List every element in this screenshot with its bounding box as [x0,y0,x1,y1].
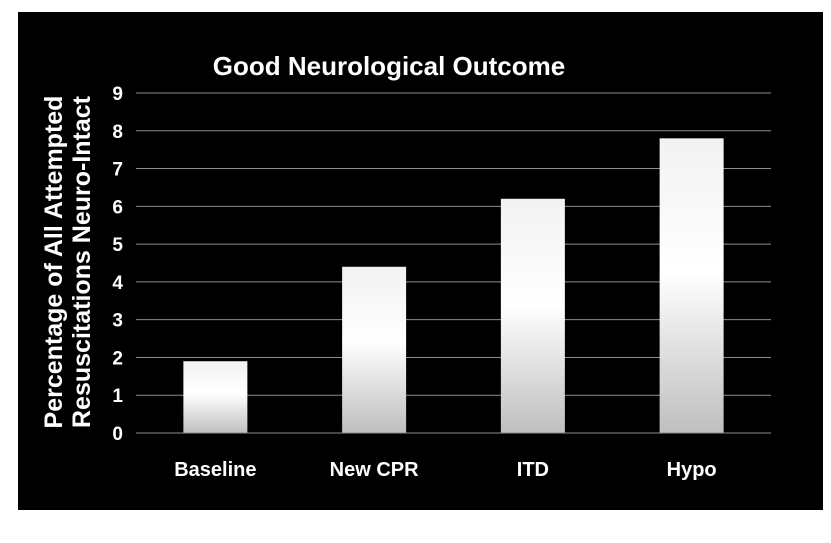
y-tick-label: 2 [112,348,123,369]
x-tick-label: New CPR [330,459,419,481]
y-tick-label: 7 [112,160,123,181]
y-tick-label: 6 [112,197,123,218]
x-tick-label: Baseline [174,459,256,481]
y-tick-label: 1 [112,386,123,407]
chart-title: Good Neurological Outcome [213,51,565,81]
bar-new-cpr [342,266,407,433]
y-tick-label: 0 [112,424,123,445]
y-tick-label: 9 [112,84,123,105]
y-tick-label: 5 [112,235,123,256]
bar-itd [500,198,565,433]
x-tick-label: Hypo [667,459,717,481]
y-tick-label: 3 [112,311,123,332]
x-axis-ticks: Baseline New CPR ITD Hypo [174,459,716,481]
y-axis-label-line-2: Resuscitations Neuro-Intact [68,95,96,428]
y-tick-label: 4 [112,273,123,294]
y-tick-label: 8 [112,122,123,143]
x-tick-label: ITD [517,459,549,481]
bar-baseline [183,361,248,433]
bar-hypo [659,138,724,434]
y-axis-label: Percentage of All Attempted Resuscitatio… [40,95,96,428]
y-axis-label-line-1: Percentage of All Attempted [40,96,68,429]
y-axis-ticks: 0 1 2 3 4 5 6 7 8 9 [112,84,123,445]
bars [183,138,724,434]
